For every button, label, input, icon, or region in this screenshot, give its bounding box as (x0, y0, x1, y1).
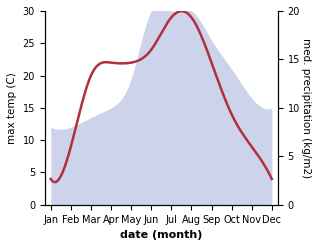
X-axis label: date (month): date (month) (120, 230, 203, 240)
Y-axis label: max temp (C): max temp (C) (7, 72, 17, 144)
Y-axis label: med. precipitation (kg/m2): med. precipitation (kg/m2) (301, 38, 311, 178)
